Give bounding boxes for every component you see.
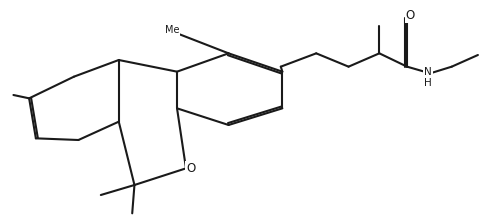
Text: O: O <box>405 9 415 22</box>
Text: N
H: N H <box>424 67 432 88</box>
Text: Me: Me <box>165 25 179 35</box>
Text: O: O <box>186 162 196 175</box>
